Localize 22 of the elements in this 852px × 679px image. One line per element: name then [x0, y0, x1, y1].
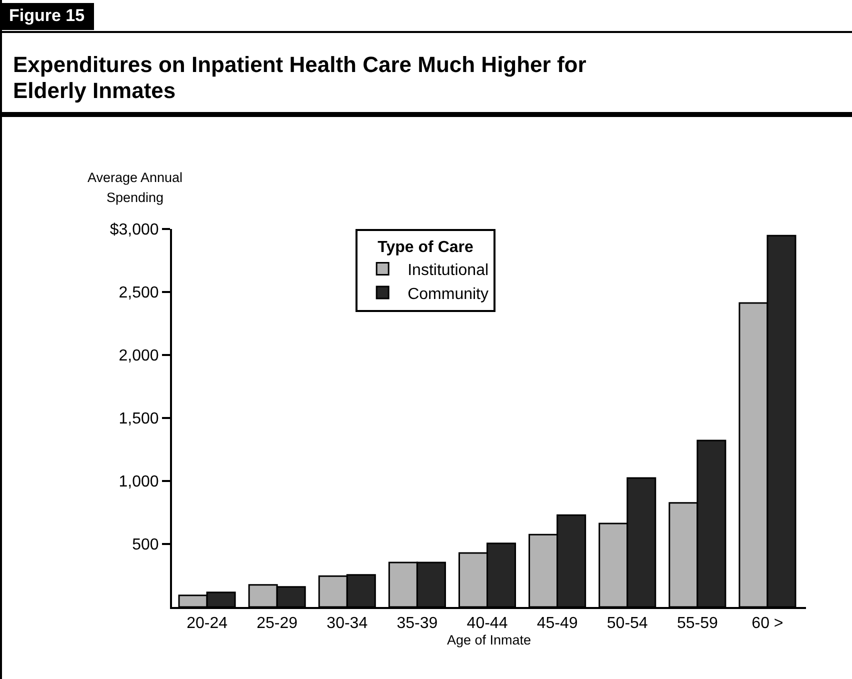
x-axis-title: Age of Inmate — [446, 632, 532, 648]
x-tick-label: 30-34 — [326, 615, 368, 632]
x-tick-label: 50-54 — [606, 615, 648, 632]
x-tick-label: 35-39 — [396, 615, 438, 632]
y-axis-title: Average Annual Spending — [86, 169, 184, 207]
y-tick-label: 500 — [132, 536, 159, 554]
legend-label: Community — [408, 286, 489, 303]
x-tick-label: 25-29 — [256, 615, 298, 632]
x-tick-label: 20-24 — [186, 615, 228, 632]
y-tick-label: 1,000 — [118, 474, 159, 491]
caption: Figure 15 — [0, 3, 94, 30]
y-tick-label: $3,000 — [110, 222, 159, 239]
x-tick-label: 55-59 — [676, 615, 718, 632]
legend-title: Type of Care — [378, 238, 474, 256]
x-tick-label: 60 > — [752, 615, 784, 632]
y-tick-label: 2,000 — [118, 348, 159, 365]
x-tick-label: 45-49 — [536, 615, 578, 632]
x-tick-label: 40-44 — [466, 615, 508, 632]
y-tick-label: 2,500 — [118, 284, 159, 302]
legend-label: Institutional — [408, 262, 489, 279]
y-tick-label: 1,500 — [118, 410, 159, 428]
chart-title: Expenditures on Inpatient Health Care Much Higher for Elderly Inmates — [13, 52, 588, 104]
